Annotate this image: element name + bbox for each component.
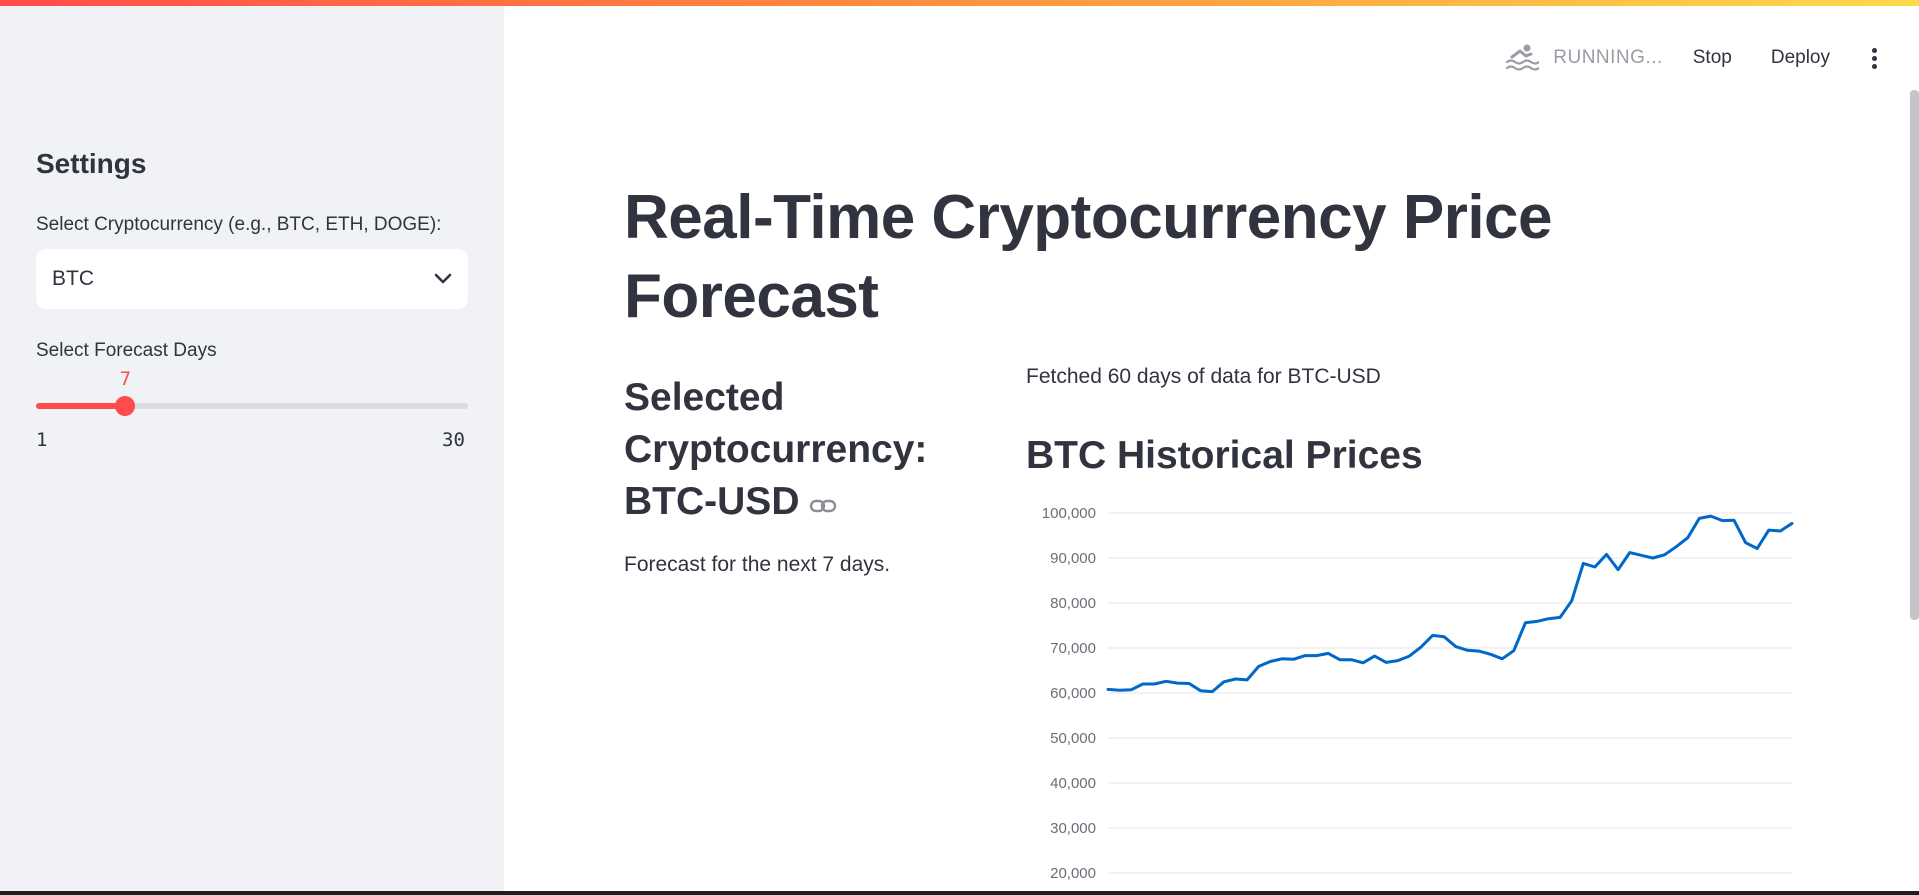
sidebar: Settings Select Cryptocurrency (e.g., BT… (0, 0, 504, 895)
y-tick-label: 60,000 (1050, 685, 1096, 702)
crypto-select[interactable]: BTC (36, 249, 468, 309)
app-header: RUNNING... Stop Deploy (1505, 40, 1879, 76)
deploy-button[interactable]: Deploy (1770, 47, 1830, 68)
forecast-text: Forecast for the next 7 days. (624, 553, 891, 576)
forecast-days-slider[interactable] (36, 396, 468, 416)
page-title: Real-Time Cryptocurrency Price Forecast (624, 183, 1553, 331)
scrollbar[interactable] (1910, 90, 1919, 620)
y-tick-label: 100,000 (1042, 505, 1096, 522)
y-tick-label: 30,000 (1050, 820, 1096, 837)
y-tick-label: 20,000 (1050, 865, 1096, 882)
y-tick-label: 70,000 (1050, 640, 1096, 657)
crypto-select-label: Select Cryptocurrency (e.g., BTC, ETH, D… (36, 214, 442, 235)
slider-value-label: 7 (119, 368, 132, 390)
selected-crypto-heading-text: Selected Cryptocurrency: BTC-USD (624, 376, 928, 523)
y-tick-label: 80,000 (1050, 595, 1096, 612)
swimmer-icon (1505, 43, 1540, 73)
slider-fill (36, 403, 126, 409)
slider-min-label: 1 (36, 429, 48, 451)
price-series-line[interactable] (1106, 514, 1794, 694)
crypto-select-value: BTC (52, 267, 94, 290)
price-line-chart: 20,000 30,000 40,000 50,000 60,000 70,000 80,0… (1042, 505, 1794, 882)
y-tick-label: 90,000 (1050, 550, 1096, 567)
chart-title: BTC Historical Prices (1026, 434, 1423, 477)
forecast-days-label: Select Forecast Days (36, 340, 217, 361)
y-tick-label: 40,000 (1050, 775, 1096, 792)
bottom-edge (0, 891, 1919, 895)
slider-max-label: 30 (442, 429, 465, 451)
chevron-down-icon (434, 273, 452, 285)
more-vertical-icon[interactable] (1869, 45, 1879, 71)
fetched-data-text: Fetched 60 days of data for BTC-USD (1026, 365, 1381, 388)
stop-button[interactable]: Stop (1692, 47, 1732, 68)
link-icon[interactable] (809, 476, 837, 528)
running-status: RUNNING... (1505, 43, 1663, 73)
top-decoration-bar (0, 0, 1919, 6)
y-tick-label: 50,000 (1050, 730, 1096, 747)
selected-crypto-heading: Selected Cryptocurrency: BTC-USD (624, 372, 954, 528)
running-status-text: RUNNING... (1553, 47, 1663, 68)
sidebar-title: Settings (36, 148, 147, 179)
slider-thumb[interactable] (115, 396, 136, 416)
